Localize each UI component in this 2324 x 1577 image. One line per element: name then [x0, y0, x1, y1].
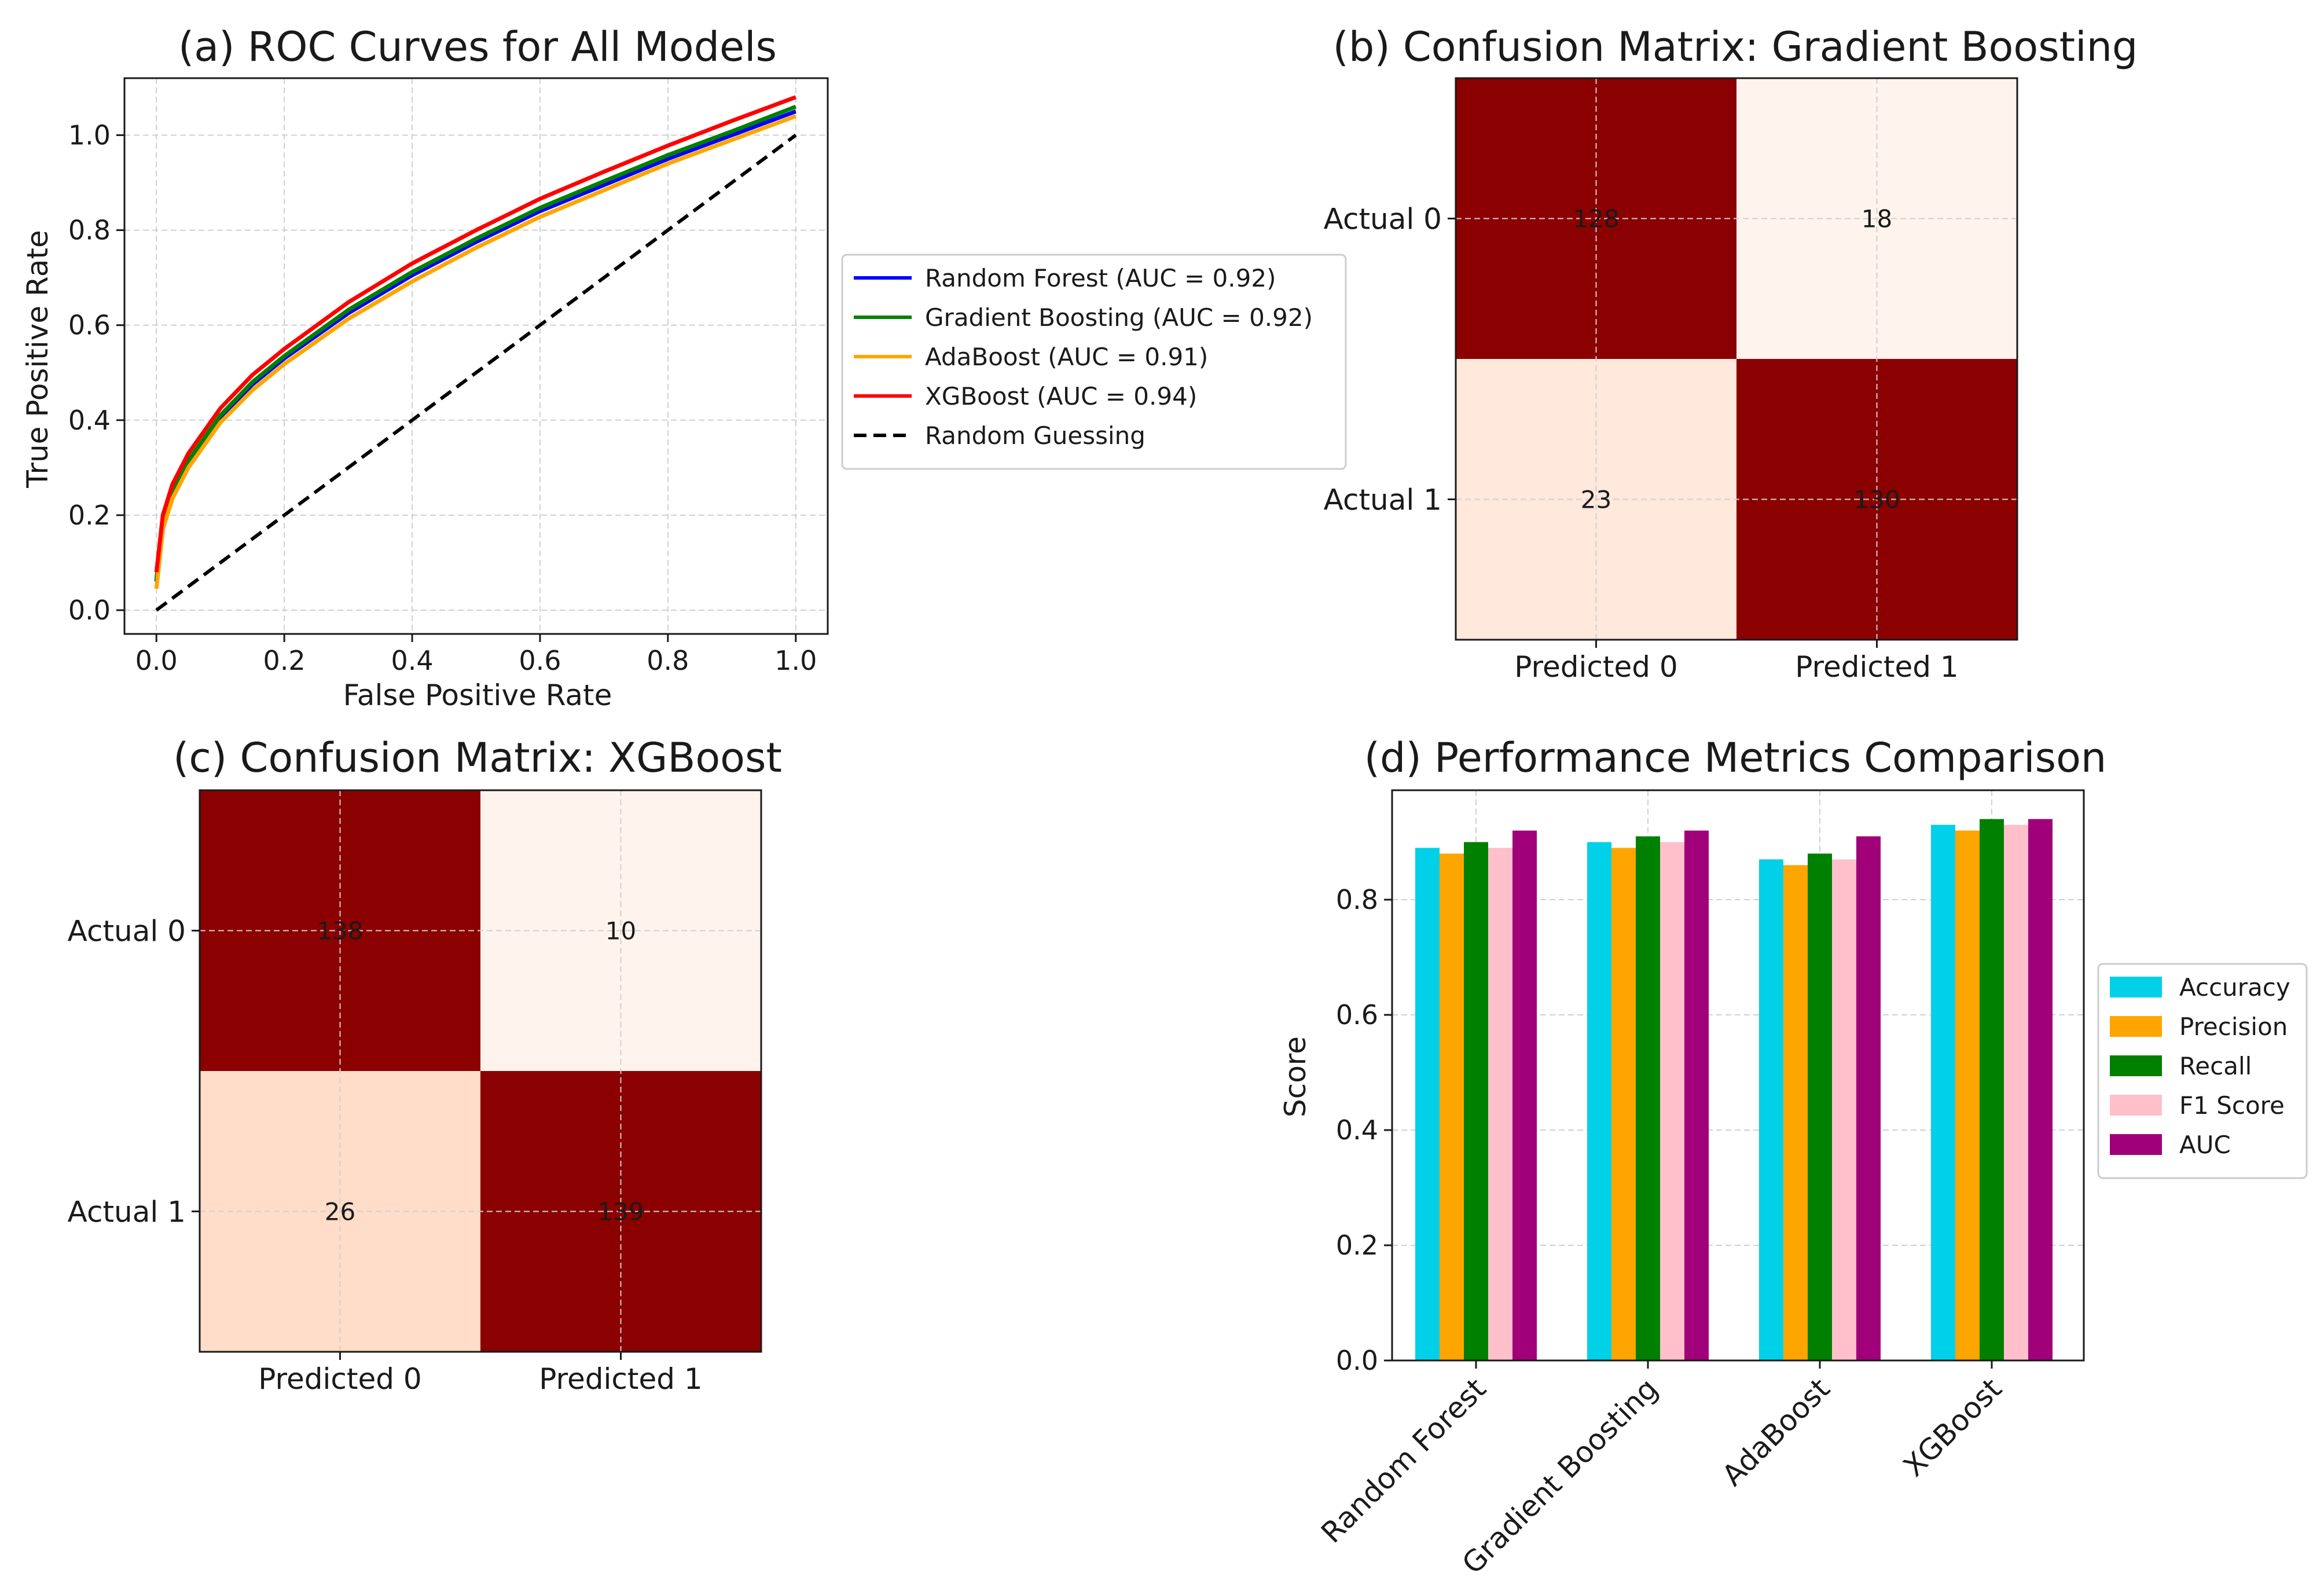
cm-frame [1455, 77, 2018, 641]
bar-f1-score [1832, 859, 1856, 1360]
cm-row-label: Actual 1 [68, 1195, 186, 1229]
bar-f1-score [1660, 842, 1684, 1360]
roc-legend-label: AdaBoost (AUC = 0.91) [925, 343, 1208, 371]
cm-column-label: Predicted 1 [1795, 650, 1958, 684]
bar-category-label: XGBoost [1897, 1371, 2008, 1483]
roc-xtick-label: 0.0 [135, 645, 178, 676]
bar-auc [2028, 819, 2053, 1360]
roc-xtick-label: 0.4 [391, 645, 433, 676]
roc-legend-label: Random Guessing [925, 421, 1146, 450]
bar-category-label: AdaBoost [1716, 1371, 1836, 1492]
cm-cell-value: 139 [597, 1198, 644, 1226]
bar-legend-swatch [2110, 1095, 2162, 1116]
cm-cell-value: 138 [317, 917, 363, 945]
metrics-title: (d) Performance Metrics Comparison [1364, 734, 2107, 782]
bar-category-label: Gradient Boosting [1456, 1371, 1665, 1577]
roc-xtick-label: 0.6 [519, 645, 561, 676]
bar-accuracy [1415, 848, 1440, 1360]
metrics-ylabel: Score [1279, 1036, 1312, 1117]
roc-legend-label: Gradient Boosting (AUC = 0.92) [925, 303, 1313, 332]
roc-ytick-label: 0.2 [68, 500, 111, 531]
roc-legend-label: XGBoost (AUC = 0.94) [925, 382, 1197, 410]
bar-auc [1684, 830, 1709, 1360]
roc-title: (a) ROC Curves for All Models [178, 23, 777, 71]
cm-column-label: Predicted 1 [539, 1362, 702, 1396]
cm-cell-value: 26 [325, 1198, 355, 1226]
bar-recall [1980, 819, 2004, 1360]
cm-cell-value: 18 [1862, 205, 1892, 233]
bar-ytick-label: 0.4 [1336, 1114, 1378, 1146]
roc-series-2 [154, 114, 796, 589]
cm-cell-value: 130 [1853, 486, 1900, 514]
roc-series-0 [154, 109, 796, 582]
bar-legend-label: AUC [2179, 1131, 2231, 1159]
bar-legend-label: Accuracy [2179, 973, 2290, 1002]
cm-row-label: Actual 0 [68, 915, 186, 948]
roc-ytick-label: 0.4 [68, 405, 111, 436]
cm-row-label: Actual 0 [1324, 203, 1442, 236]
bar-precision [1611, 848, 1636, 1360]
bar-legend-label: Precision [2179, 1013, 2288, 1041]
bar-recall [1636, 836, 1660, 1360]
cm-column-label: Predicted 0 [258, 1362, 421, 1396]
xgb-cm-title: (c) Confusion Matrix: XGBoost [173, 734, 782, 782]
bar-accuracy [1587, 842, 1611, 1360]
roc-ytick-label: 0.8 [68, 215, 111, 246]
bar-legend-swatch [2110, 1016, 2162, 1037]
roc-xtick-label: 1.0 [774, 645, 817, 676]
metrics-panel: (d) Performance Metrics Comparison Score… [1279, 734, 2308, 1577]
roc-series-3 [154, 95, 796, 573]
roc-ytick-label: 0.6 [68, 310, 111, 341]
bar-f1-score [2004, 824, 2028, 1360]
cm-frame [199, 789, 762, 1353]
roc-plot-frame [123, 77, 829, 635]
bar-category-label: Random Forest [1315, 1371, 1492, 1549]
roc-ylabel: True Positive Rate [21, 230, 54, 488]
roc-xtick-label: 0.8 [647, 645, 689, 676]
bar-legend-swatch [2110, 1055, 2162, 1076]
bar-auc [1856, 836, 1881, 1360]
bar-precision [1955, 830, 1980, 1360]
bar-auc [1512, 830, 1537, 1360]
bar-ytick-label: 0.6 [1336, 999, 1378, 1030]
cm-row-label: Actual 1 [1324, 483, 1442, 517]
roc-series-4 [155, 134, 797, 612]
gb-confusion-panel: (b) Confusion Matrix: Gradient Boosting … [1324, 23, 2138, 684]
cm-column-label: Predicted 0 [1514, 650, 1677, 684]
roc-legend-frame [841, 254, 1347, 470]
bar-recall [1464, 842, 1488, 1360]
bar-accuracy [1931, 824, 1955, 1360]
bar-ytick-label: 0.0 [1336, 1345, 1378, 1376]
bar-legend-swatch [2110, 1134, 2162, 1155]
roc-series-1 [154, 104, 797, 580]
gb-cm-title: (b) Confusion Matrix: Gradient Boosting [1333, 23, 2138, 71]
bar-ytick-label: 0.2 [1336, 1230, 1378, 1261]
bar-legend-swatch [2110, 977, 2162, 997]
roc-xlabel: False Positive Rate [343, 679, 612, 712]
roc-ytick-label: 0.0 [68, 595, 111, 626]
cm-cell-value: 23 [1581, 486, 1611, 514]
roc-legend: Random Forest (AUC = 0.92) Gradient Boost… [841, 254, 1347, 470]
bar-legend-label: Recall [2179, 1052, 2252, 1080]
roc-legend-label: Random Forest (AUC = 0.92) [925, 264, 1276, 292]
cm-cell-value: 128 [1573, 205, 1619, 233]
cm-cell-value: 10 [605, 917, 636, 945]
roc-xtick-label: 0.2 [263, 645, 306, 676]
metrics-legend: Accuracy Precision Recall F1 Score AUC [2097, 963, 2308, 1179]
bar-accuracy [1759, 859, 1783, 1360]
bar-precision [1783, 865, 1808, 1360]
roc-panel: (a) ROC Curves for All Models False Posi… [21, 23, 1347, 712]
bar-ytick-label: 0.8 [1336, 884, 1378, 915]
bar-legend-label: F1 Score [2179, 1091, 2285, 1120]
bar-precision [1440, 853, 1464, 1360]
bar-f1-score [1488, 848, 1512, 1360]
xgb-confusion-panel: (c) Confusion Matrix: XGBoost 138 10 26 139… [68, 734, 782, 1396]
roc-ytick-label: 1.0 [68, 119, 111, 151]
bar-recall [1808, 853, 1832, 1360]
